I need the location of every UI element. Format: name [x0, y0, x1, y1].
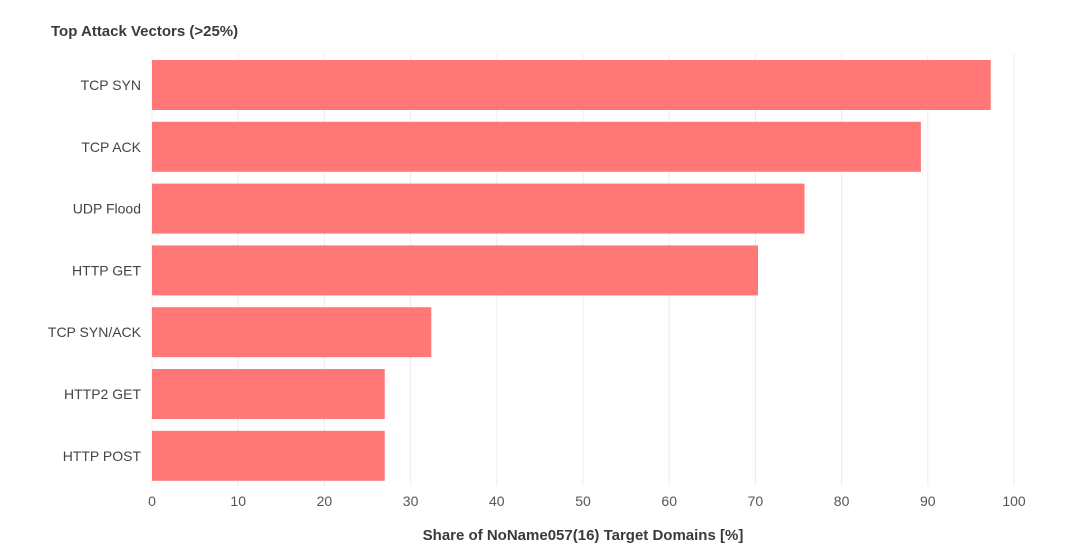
x-tick-label: 50 [575, 493, 591, 509]
x-tick-label: 10 [230, 493, 246, 509]
bar-http2-get [152, 369, 385, 419]
y-tick-label: HTTP2 GET [64, 386, 141, 402]
bar-tcp-syn-ack [152, 307, 432, 358]
y-tick-labels: TCP SYN TCP ACK UDP Flood HTTP GET TCP SYN/A… [48, 77, 142, 464]
y-tick-label: TCP SYN/ACK [48, 324, 142, 340]
x-tick-label: 100 [1002, 493, 1026, 509]
x-tick-label: 70 [748, 493, 764, 509]
x-tick-label: 90 [920, 493, 936, 509]
x-tick-label: 60 [661, 493, 677, 509]
y-tick-label: HTTP POST [63, 448, 142, 464]
x-axis-label: Share of NoName057(16) Target Domains [%… [423, 527, 744, 544]
x-tick-label: 40 [489, 493, 505, 509]
bar-udp-flood [152, 183, 805, 234]
bar-tcp-ack [152, 121, 921, 172]
x-tick-label: 0 [148, 493, 156, 509]
x-tick-label: 80 [834, 493, 850, 509]
bar-http-get [152, 245, 758, 296]
x-tick-labels: 0 10 20 30 40 50 60 70 80 90 100 [148, 493, 1026, 509]
bars [152, 60, 991, 481]
bar-http-post [152, 430, 385, 481]
y-tick-label: HTTP GET [72, 262, 141, 278]
y-tick-label: TCP ACK [81, 139, 141, 155]
bar-tcp-syn [152, 60, 991, 110]
x-tick-label: 20 [317, 493, 333, 509]
chart-title: Top Attack Vectors (>25%) [51, 23, 238, 40]
y-tick-label: TCP SYN [81, 77, 141, 93]
y-tick-label: UDP Flood [73, 201, 141, 217]
x-tick-label: 30 [403, 493, 419, 509]
